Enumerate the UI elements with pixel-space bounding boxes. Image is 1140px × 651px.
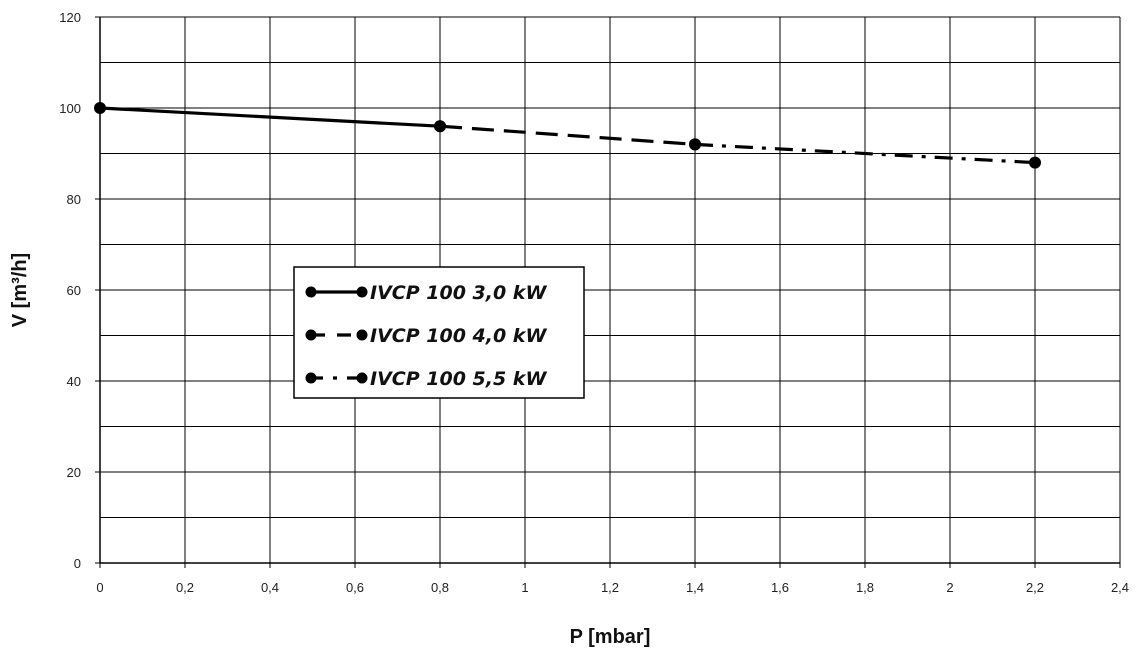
x-tick-label: 0,4 — [261, 580, 279, 595]
x-tick-label: 2,2 — [1026, 580, 1044, 595]
x-tick-label: 1,2 — [601, 580, 619, 595]
x-tick-label: 0,8 — [431, 580, 449, 595]
legend-items: IVCP 100 3,0 kW IVCP 100 4,0 kW IVCP 100 5… — [305, 282, 547, 390]
legend-marker-2 — [356, 329, 368, 341]
legend-label-3: IVCP 100 5,5 kW — [370, 368, 547, 390]
x-axis-ticks: 0 0,2 0,4 0,6 0,8 1 1,2 1,4 1,6 1,8 2 2,2 2,4 — [96, 563, 1129, 595]
series-line-1 — [99, 106, 441, 128]
x-tick-label: 2 — [946, 580, 953, 595]
grid — [99, 16, 1121, 564]
legend-marker-3 — [305, 372, 317, 384]
x-axis-title: P [mbar] — [570, 626, 651, 648]
legend-marker-1 — [305, 286, 317, 298]
y-tick-label: 0 — [74, 556, 81, 571]
y-tick-label: 60 — [67, 283, 81, 298]
x-tick-label: 1,4 — [686, 580, 704, 595]
x-tick-label: 1,8 — [856, 580, 874, 595]
legend-box — [293, 266, 585, 399]
x-tick-label: 0,6 — [346, 580, 364, 595]
series-line-3 — [694, 142, 1036, 165]
x-tick-label: 0,2 — [176, 580, 194, 595]
series-2-point — [434, 120, 446, 133]
y-tick-label: 40 — [67, 374, 81, 389]
y-axis-ticks: 0 20 40 60 80 100 120 — [59, 10, 100, 571]
series-3-point — [689, 138, 701, 151]
y-tick-label: 100 — [59, 101, 81, 116]
series-1-point — [94, 102, 106, 114]
data-points — [94, 102, 1041, 169]
legend-marker-3 — [356, 372, 368, 384]
x-tick-label: 2,4 — [1111, 580, 1129, 595]
y-tick-label: 20 — [67, 465, 81, 480]
x-tick-label: 0 — [96, 580, 103, 595]
legend-label-1: IVCP 100 3,0 kW — [370, 282, 547, 304]
y-axis-title: V [m³/h] — [9, 253, 31, 327]
series-lines — [99, 106, 1036, 165]
legend-marker-1 — [356, 286, 368, 298]
series-line-2 — [439, 124, 696, 146]
y-tick-label: 120 — [59, 10, 81, 25]
y-tick-label: 80 — [67, 192, 81, 207]
legend-label-2: IVCP 100 4,0 kW — [370, 325, 547, 347]
x-tick-label: 1,6 — [771, 580, 789, 595]
series-3-point — [1029, 156, 1041, 169]
legend-marker-2 — [305, 329, 317, 341]
legend: IVCP 100 3,0 kW IVCP 100 4,0 kW IVCP 100 5… — [293, 266, 585, 399]
x-tick-label: 1 — [521, 580, 528, 595]
